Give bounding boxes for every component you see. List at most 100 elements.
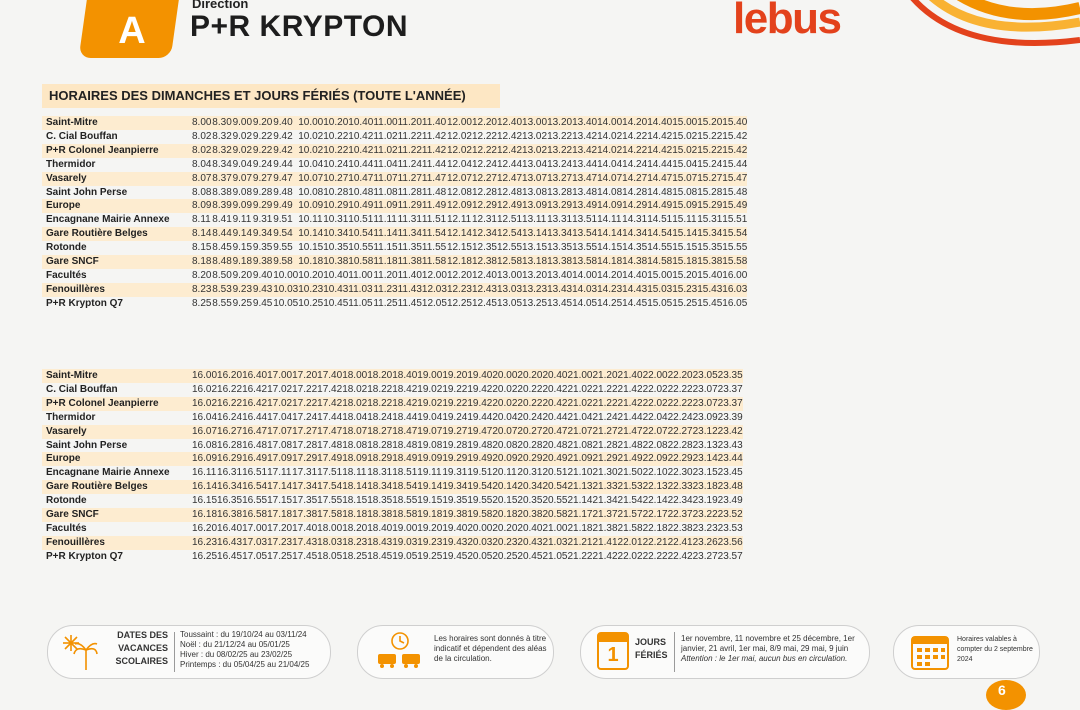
departure-time: 15.49 xyxy=(722,199,748,214)
departure-time: 13.20 xyxy=(522,269,548,281)
departure-time: 19.03 xyxy=(392,535,418,550)
departure-time: 21.00 xyxy=(567,369,593,383)
departure-time: 20.23 xyxy=(492,535,518,550)
departure-time: 9.15 xyxy=(232,242,253,254)
departure-time: 17.55 xyxy=(317,495,343,507)
departure-time: 13.45 xyxy=(547,297,573,309)
departure-time: 21.38 xyxy=(592,522,618,534)
departure-time: 17.09 xyxy=(267,452,293,467)
departure-time: 14.42 xyxy=(647,130,673,142)
departure-time: 9.47 xyxy=(273,171,299,186)
departure-time: 12.20 xyxy=(446,269,472,281)
departure-time: 12.00 xyxy=(446,116,472,130)
direction-label: Direction xyxy=(192,0,249,11)
departure-time: 20.18 xyxy=(492,508,518,522)
departure-time: 8.15 xyxy=(192,242,212,254)
departure-time: 20.11 xyxy=(492,467,517,479)
departure-time: 17.49 xyxy=(317,452,343,467)
departure-time: 15.51 xyxy=(722,214,748,226)
departure-time: 22.08 xyxy=(642,439,668,451)
stop-name: Saint John Perse xyxy=(46,186,128,198)
departure-time: 10.15 xyxy=(298,242,324,254)
departure-time: 18.09 xyxy=(342,452,368,467)
departure-time: 21.57 xyxy=(617,508,643,522)
departure-time: 14.22 xyxy=(622,143,648,158)
departure-time: 8.02 xyxy=(192,130,212,142)
departure-time: 10.27 xyxy=(323,171,349,186)
departure-time: 12.22 xyxy=(471,130,497,142)
departure-time: 17.34 xyxy=(292,480,318,495)
departure-time: 11.28 xyxy=(397,186,422,198)
departure-time: 20.03 xyxy=(467,535,493,550)
departure-time: 13.03 xyxy=(497,282,523,297)
departure-time: 14.40 xyxy=(622,269,648,281)
departure-time: 15.08 xyxy=(672,186,698,198)
stop-name: Saint-Mitre xyxy=(42,116,192,130)
departure-time: 8.30 xyxy=(212,116,233,130)
departure-time: 9.51 xyxy=(273,214,293,226)
departure-time: 19.31 xyxy=(442,467,468,479)
departure-time: 22.33 xyxy=(667,480,693,495)
departure-time: 21.04 xyxy=(567,411,593,423)
table-row: P+R Colonel Jeanpierre 8.02 8.32 9.02 9.22 9.… xyxy=(42,143,748,158)
line-letter: A xyxy=(118,10,146,52)
departure-time: 16.28 xyxy=(217,439,243,451)
departure-time: 13.28 xyxy=(547,186,573,198)
departure-time: 20.51 xyxy=(542,467,568,479)
departure-time: 20.20 xyxy=(492,522,518,534)
departure-time: 17.00 xyxy=(267,369,293,383)
departure-time: 15.09 xyxy=(672,199,698,214)
departure-time: 9.25 xyxy=(232,297,253,309)
departure-time: 20.24 xyxy=(517,411,543,423)
departure-time: 19.42 xyxy=(467,396,493,411)
departure-time: 20.22 xyxy=(517,383,543,395)
departure-time: 12.42 xyxy=(497,143,523,158)
departure-time: 23.56 xyxy=(717,535,743,550)
departure-time: 22.02 xyxy=(642,383,668,395)
logo-bus: bus xyxy=(766,0,842,43)
departure-time: 14.14 xyxy=(597,227,623,242)
departure-time: 16.44 xyxy=(242,411,268,423)
departure-time: 15.38 xyxy=(697,255,723,269)
departure-time: 13.20 xyxy=(547,116,573,130)
departure-time: 9.48 xyxy=(273,186,293,198)
departure-time: 9.38 xyxy=(252,255,274,269)
departure-time: 20.05 xyxy=(467,550,493,562)
departure-time: 12.54 xyxy=(497,227,523,242)
departure-time: 17.44 xyxy=(317,411,343,423)
departure-time: 14.07 xyxy=(597,171,623,186)
departure-time: 20.22 xyxy=(517,396,543,411)
departure-time: 12.09 xyxy=(446,199,472,214)
validity-line: Horaires valables à xyxy=(957,636,1017,643)
departure-time: 22.41 xyxy=(667,535,693,550)
table-row: Saint-Mitre 16.00 16.20 16.40 17.00 17.20 17.4… xyxy=(42,369,743,383)
departure-time: 21.08 xyxy=(567,439,593,451)
departure-time: 18.29 xyxy=(367,452,393,467)
departure-time: 9.08 xyxy=(232,186,253,198)
departure-time: 16.23 xyxy=(192,535,218,550)
school-holidays-box: DATES DES VACANCES SCOLAIRES Toussaint :… xyxy=(47,625,331,679)
departure-time: 9.04 xyxy=(232,158,253,170)
departure-time: 8.04 xyxy=(192,158,212,170)
departure-time: 11.34 xyxy=(397,227,422,242)
departure-time: 16.42 xyxy=(242,383,268,395)
departure-time: 22.30 xyxy=(667,467,693,479)
departure-time: 18.44 xyxy=(392,411,418,423)
departure-time: 17.45 xyxy=(292,550,318,562)
departure-time: 17.38 xyxy=(292,508,318,522)
departure-time: 11.23 xyxy=(373,282,398,297)
departure-time: 20.04 xyxy=(492,411,518,423)
stop-name: C. Cial Bouffan xyxy=(46,383,118,395)
departure-time: 8.14 xyxy=(192,227,213,242)
departure-time: 9.09 xyxy=(232,199,253,214)
departure-time: 9.55 xyxy=(273,242,293,254)
departure-time: 21.42 xyxy=(592,550,618,562)
departure-time: 13.23 xyxy=(522,282,548,297)
table-row: Saint John Perse 16.08 16.28 16.48 17.08 17.2… xyxy=(42,439,743,453)
departure-time: 17.24 xyxy=(292,411,318,423)
departure-time: 22.18 xyxy=(642,522,668,534)
departure-time: 22.27 xyxy=(667,424,693,439)
departure-time: 14.00 xyxy=(572,269,598,281)
calendar-day-number: 1 xyxy=(607,644,619,666)
departure-time: 10.29 xyxy=(323,199,349,214)
